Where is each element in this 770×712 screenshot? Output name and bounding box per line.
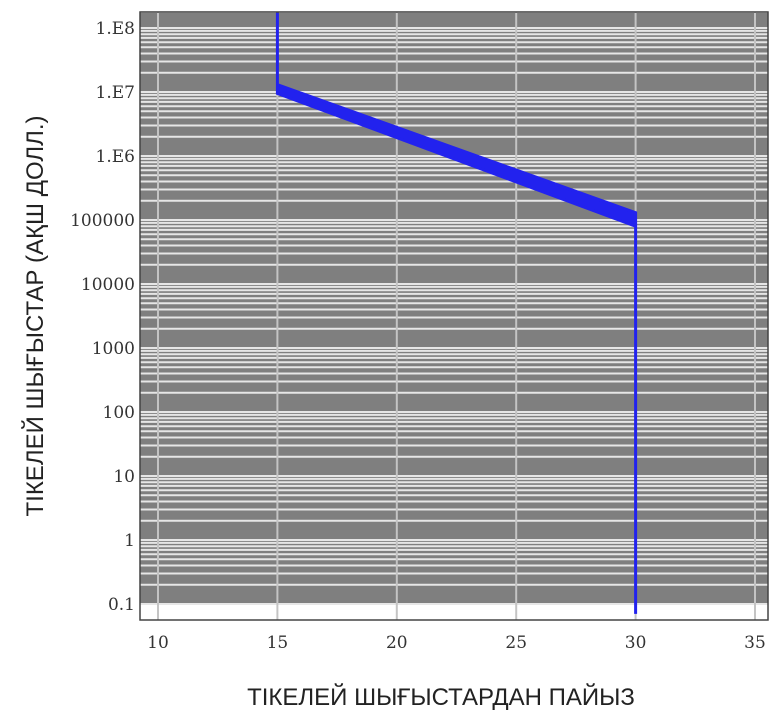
x-tick-label-20: 20 <box>386 633 408 653</box>
x-tick-label-25: 25 <box>505 633 527 653</box>
decade-band-9 <box>140 12 768 28</box>
y-tick-label-7: 1.E6 <box>96 147 135 167</box>
y-tick-labels: 0.1 1 10 100 1000 10000 100000 1.E6 1.E7 1.E8 <box>70 19 135 615</box>
x-axis-label: ТІКЕЛЕЙ ШЫҒЫСТАРДАН ПАЙЫЗ <box>247 683 635 711</box>
x-tick-labels: 10 15 20 25 30 35 <box>147 633 766 653</box>
y-tick-label-8: 1.E7 <box>96 83 135 103</box>
y-axis-label: ТІКЕЛЕЙ ШЫҒЫСТАР (АҚШ ДОЛЛ.) <box>21 115 49 516</box>
series-band <box>275 12 638 614</box>
y-tick-label-9: 1.E8 <box>96 19 135 39</box>
y-tick-label-3: 100 <box>103 403 135 423</box>
plot-frame <box>139 11 769 621</box>
y-tick-label-2: 10 <box>113 467 135 487</box>
y-tick-label-1: 1 <box>124 531 135 551</box>
x-tick-label-10: 10 <box>147 633 169 653</box>
x-tick-label-30: 30 <box>625 633 647 653</box>
series-band-0 <box>275 12 638 614</box>
y-tick-label-0: 0.1 <box>108 595 135 615</box>
y-tick-label-6: 100000 <box>70 211 135 231</box>
x-tick-label-35: 35 <box>744 633 766 653</box>
y-tick-label-5: 10000 <box>81 275 135 295</box>
y-tick-label-4: 1000 <box>92 339 135 359</box>
decade-bands <box>140 11 768 605</box>
x-tick-label-15: 15 <box>267 633 289 653</box>
